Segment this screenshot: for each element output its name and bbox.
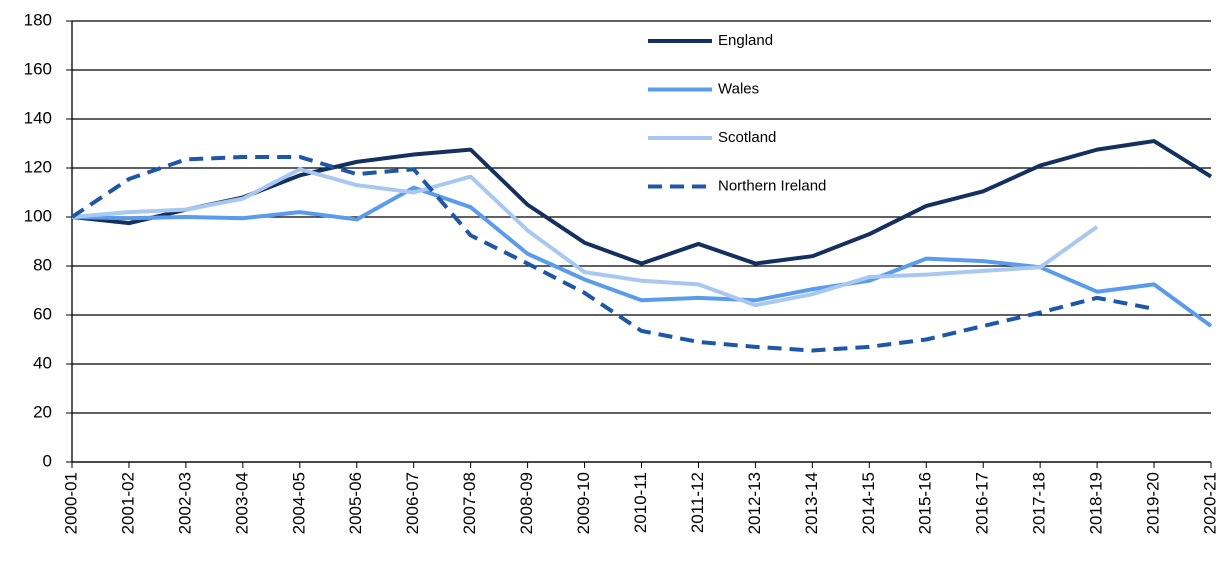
x-tick-label: 2009-10 <box>574 472 593 534</box>
legend-label: Scotland <box>718 129 776 146</box>
x-tick-label: 2017-18 <box>1030 472 1049 534</box>
series-line <box>71 185 1213 328</box>
x-tick-label: 2019-20 <box>1144 472 1163 534</box>
y-tick-label: 160 <box>24 59 52 78</box>
legend-label: Northern Ireland <box>718 177 826 194</box>
series-line <box>70 154 1155 353</box>
x-tick-label: 2013-14 <box>802 472 821 534</box>
x-tick-label: 2004-05 <box>289 472 308 534</box>
y-tick-label: 60 <box>33 304 52 323</box>
x-tick-label: 2000-01 <box>61 472 80 534</box>
x-tick-label: 2007-08 <box>460 472 479 534</box>
series-line <box>71 167 1099 308</box>
legend-label: Wales <box>718 80 759 97</box>
x-tick-label: 2011-12 <box>688 472 707 533</box>
x-tick-label: 2020-21 <box>1200 472 1219 534</box>
series-line <box>71 139 1213 266</box>
x-tick-label: 2005-06 <box>346 472 365 534</box>
y-tick-label: 20 <box>33 402 52 421</box>
x-tick-label: 2018-19 <box>1087 472 1106 534</box>
y-tick-label: 120 <box>24 157 52 176</box>
x-tick-label: 2012-13 <box>745 472 764 534</box>
x-tick-label: 2002-03 <box>175 472 194 534</box>
x-tick-label: 2008-09 <box>517 472 536 534</box>
x-tick-label: 2010-11 <box>631 472 650 533</box>
y-tick-label: 180 <box>24 10 52 29</box>
x-tick-label: 2006-07 <box>403 472 422 534</box>
y-tick-label: 100 <box>24 206 52 225</box>
x-tick-label: 2001-02 <box>118 472 137 534</box>
legend-label: England <box>718 32 773 49</box>
x-tick-label: 2014-15 <box>859 472 878 534</box>
x-tick-label: 2015-16 <box>916 472 935 534</box>
y-tick-label: 140 <box>24 108 52 127</box>
y-tick-label: 80 <box>33 255 52 274</box>
y-tick-label: 40 <box>33 353 52 372</box>
x-tick-label: 2003-04 <box>232 472 251 534</box>
x-tick-label: 2016-17 <box>973 472 992 534</box>
y-tick-label: 0 <box>43 451 52 470</box>
